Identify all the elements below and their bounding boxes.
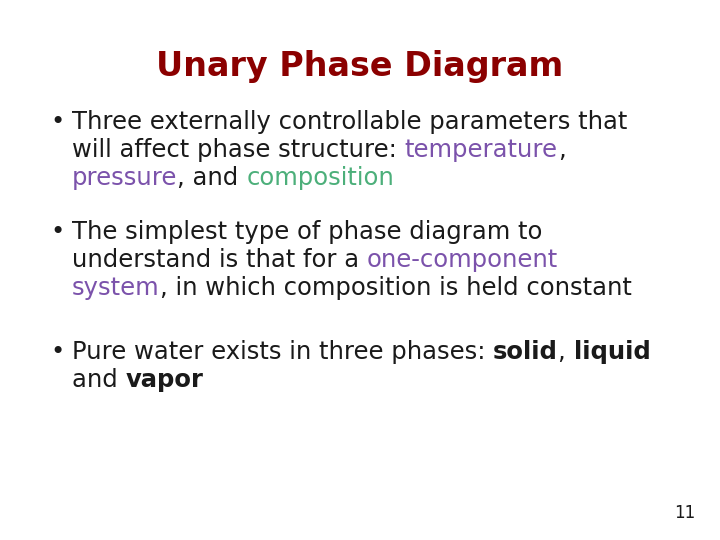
Text: liquid: liquid xyxy=(574,340,650,364)
Text: and: and xyxy=(72,368,125,392)
Text: The simplest type of phase diagram to: The simplest type of phase diagram to xyxy=(72,220,542,244)
Text: , and: , and xyxy=(177,166,246,190)
Text: composition: composition xyxy=(246,166,394,190)
Text: •: • xyxy=(50,110,64,134)
Text: pressure: pressure xyxy=(72,166,177,190)
Text: Pure water exists in three phases:: Pure water exists in three phases: xyxy=(72,340,493,364)
Text: ,: , xyxy=(557,138,565,162)
Text: 11: 11 xyxy=(674,504,695,522)
Text: •: • xyxy=(50,340,64,364)
Text: vapor: vapor xyxy=(125,368,203,392)
Text: will affect phase structure:: will affect phase structure: xyxy=(72,138,405,162)
Text: solid: solid xyxy=(493,340,558,364)
Text: ,: , xyxy=(558,340,574,364)
Text: understand is that for a: understand is that for a xyxy=(72,248,367,272)
Text: Unary Phase Diagram: Unary Phase Diagram xyxy=(156,50,564,83)
Text: system: system xyxy=(72,276,160,300)
Text: Three externally controllable parameters that: Three externally controllable parameters… xyxy=(72,110,627,134)
Text: •: • xyxy=(50,220,64,244)
Text: temperature: temperature xyxy=(405,138,557,162)
Text: , in which composition is held constant: , in which composition is held constant xyxy=(160,276,631,300)
Text: one-component: one-component xyxy=(367,248,558,272)
